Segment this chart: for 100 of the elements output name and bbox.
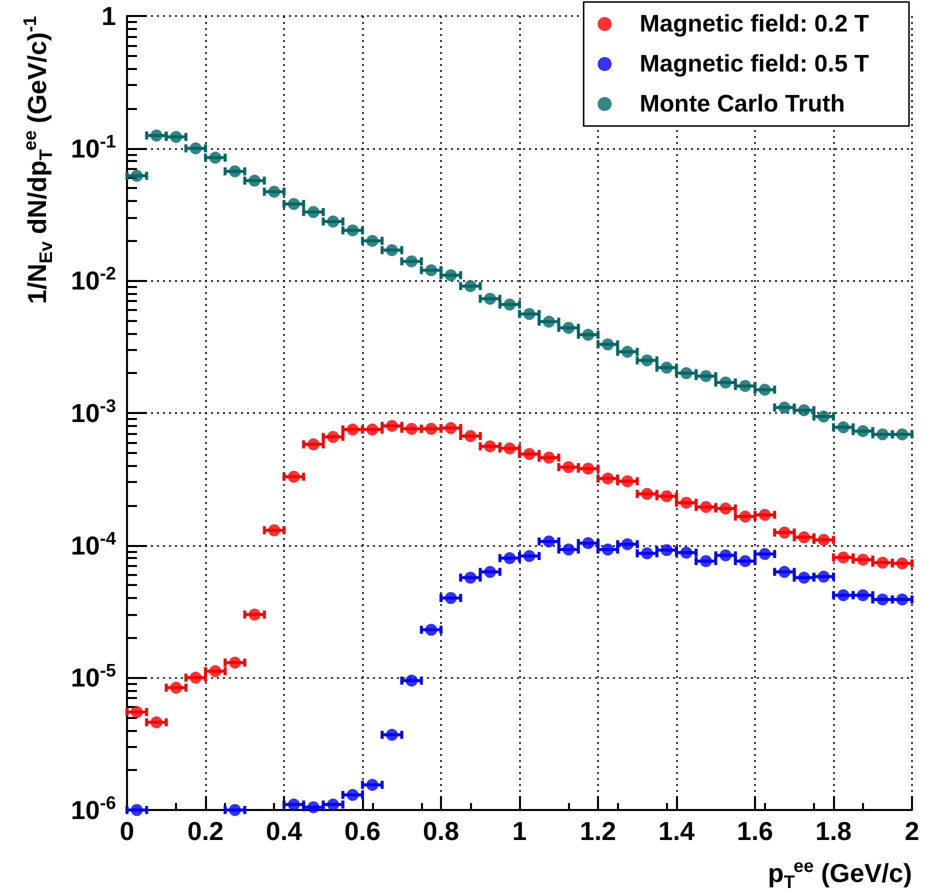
point — [307, 438, 320, 450]
point — [484, 292, 496, 305]
x-tick-label: 0.2 — [187, 816, 224, 846]
point — [837, 551, 850, 564]
point — [288, 198, 300, 210]
point — [739, 380, 752, 392]
point — [896, 557, 908, 570]
point — [876, 428, 889, 440]
point — [484, 566, 496, 578]
point — [523, 448, 536, 460]
point — [641, 354, 654, 366]
point — [562, 544, 575, 556]
point — [366, 778, 378, 791]
point — [209, 665, 222, 678]
point — [504, 298, 516, 311]
point — [346, 788, 359, 801]
point — [386, 728, 398, 741]
point — [876, 556, 889, 569]
point — [366, 424, 378, 436]
point — [876, 593, 889, 606]
point — [621, 346, 634, 358]
point — [366, 234, 378, 247]
point — [720, 502, 732, 514]
point — [523, 308, 536, 320]
point — [425, 624, 438, 636]
point — [268, 186, 280, 198]
point — [818, 570, 830, 583]
point — [130, 170, 143, 182]
point — [700, 555, 712, 568]
point — [582, 537, 594, 550]
point — [856, 554, 869, 566]
y-tick-label: 1 — [102, 1, 116, 31]
point — [228, 804, 241, 816]
point — [778, 526, 790, 539]
point — [660, 544, 673, 556]
point — [406, 674, 418, 687]
point — [130, 706, 143, 718]
x-tick-label: 1.4 — [658, 816, 696, 846]
point — [896, 428, 908, 440]
point — [778, 566, 790, 578]
point — [621, 538, 634, 550]
point — [130, 804, 143, 816]
x-tick-label: 0.4 — [266, 816, 303, 846]
x-tick-label: 1 — [512, 816, 527, 846]
point — [700, 500, 712, 513]
y-tick-label: 10$^{-1}$ — [70, 131, 116, 164]
point — [190, 142, 202, 154]
x-tick-label: 2 — [904, 816, 920, 846]
point — [248, 174, 261, 187]
point — [248, 608, 261, 621]
point — [720, 549, 732, 562]
point — [268, 524, 280, 536]
point — [327, 215, 340, 228]
y-tick-label: 10$^{-5}$ — [70, 660, 116, 693]
point — [425, 422, 438, 435]
point — [444, 269, 457, 282]
x-axis-title: p$_{T}$$^{ee}$ (GeV/c) — [768, 856, 912, 892]
x-tick-label: 0.6 — [344, 816, 381, 846]
y-tick-label: 10$^{-4}$ — [70, 528, 117, 560]
point — [837, 589, 850, 602]
point — [386, 420, 398, 432]
point — [837, 421, 850, 434]
point — [484, 440, 496, 452]
point — [170, 682, 182, 694]
point — [504, 442, 516, 454]
point — [150, 716, 162, 728]
point — [720, 376, 732, 388]
point — [523, 550, 536, 562]
point — [641, 488, 654, 500]
point — [425, 264, 438, 276]
point — [680, 546, 692, 559]
point — [896, 593, 908, 606]
point — [602, 544, 614, 556]
legend-label: Magnetic field: 0.5 T — [640, 50, 870, 78]
point — [288, 798, 300, 811]
point — [464, 430, 476, 442]
point — [621, 475, 634, 488]
point — [660, 490, 673, 502]
point — [190, 672, 202, 684]
y-tick-label: 10$^{-3}$ — [70, 396, 116, 428]
point — [798, 572, 810, 584]
point — [582, 462, 594, 475]
point — [228, 656, 241, 669]
point — [542, 535, 555, 548]
x-tick-label: 1.8 — [815, 816, 852, 846]
point — [327, 430, 340, 443]
x-tick-label: 1.6 — [736, 816, 774, 846]
point — [602, 472, 614, 484]
point — [386, 244, 398, 256]
x-tick-label: 0 — [120, 816, 134, 846]
point — [602, 338, 614, 350]
point — [444, 422, 457, 434]
point — [798, 404, 810, 416]
point — [818, 410, 830, 423]
point — [228, 165, 241, 178]
point — [327, 798, 340, 811]
point — [209, 152, 222, 164]
point — [582, 328, 594, 341]
point — [798, 531, 810, 544]
y-tick-label: 10$^{-6}$ — [70, 793, 116, 825]
